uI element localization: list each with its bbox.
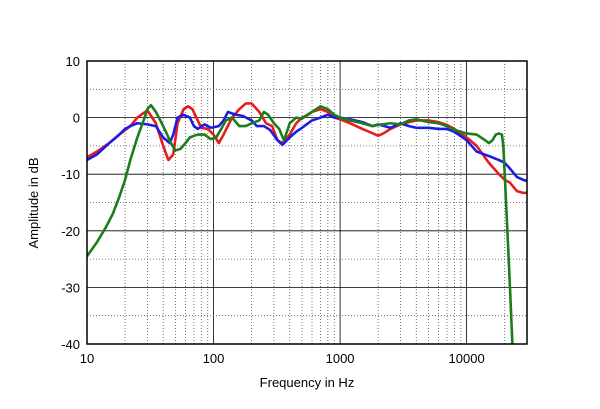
- x-tick-label: 1000: [326, 351, 355, 366]
- y-tick-label: -10: [61, 167, 80, 182]
- y-tick-label: 10: [66, 54, 80, 69]
- series-line-2: [87, 110, 527, 183]
- series-layer: [87, 102, 527, 344]
- plot-frame: [86, 60, 528, 345]
- grid: [87, 61, 528, 344]
- y-tick-label: -40: [61, 337, 80, 352]
- x-axis-title: Frequency in Hz: [260, 375, 355, 390]
- y-tick-label: -20: [61, 224, 80, 239]
- series-line-3: [87, 103, 514, 344]
- x-tick-label: 10: [80, 351, 94, 366]
- x-tick-label: 100: [203, 351, 225, 366]
- y-tick-label: -30: [61, 280, 80, 295]
- x-tick-label: 10000: [449, 351, 485, 366]
- y-tick-label: 0: [73, 111, 80, 126]
- y-axis-title: Amplitude in dB: [26, 157, 41, 248]
